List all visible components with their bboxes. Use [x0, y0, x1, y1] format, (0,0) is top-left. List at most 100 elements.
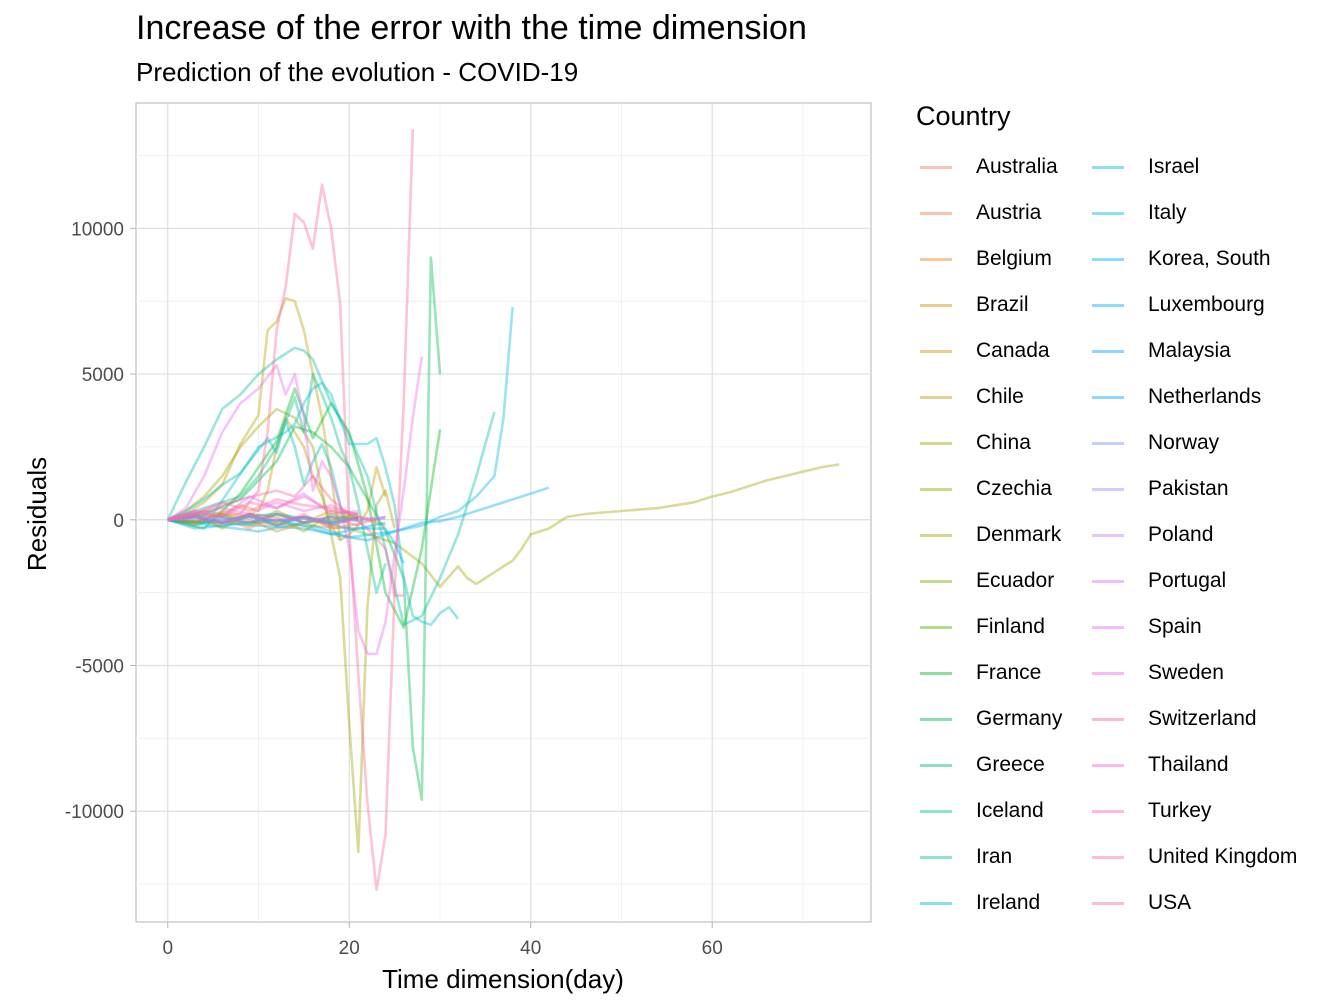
legend-item: Iceland — [916, 796, 1044, 826]
legend-key-icon — [916, 474, 956, 504]
legend-item: Ireland — [916, 888, 1040, 918]
legend-label: Iceland — [976, 799, 1044, 822]
x-tick-label: 40 — [520, 938, 541, 959]
legend-key-icon — [1088, 474, 1128, 504]
series-line — [167, 356, 424, 656]
y-axis-label: Residuals — [22, 457, 52, 571]
chart-title: Increase of the error with the time dime… — [136, 9, 807, 47]
legend-label: Switzerland — [1148, 707, 1257, 730]
legend-label: Denmark — [976, 523, 1062, 546]
legend-item: Czechia — [916, 474, 1052, 504]
series-line — [167, 463, 840, 589]
legend-label: China — [976, 431, 1031, 454]
legend-item: Portugal — [1088, 566, 1226, 596]
series-line — [167, 381, 460, 627]
x-axis-label: Time dimension(day) — [382, 964, 624, 994]
legend-label: Portugal — [1148, 569, 1227, 592]
legend-label: Norway — [1148, 431, 1220, 454]
legend-key-icon — [1088, 796, 1128, 826]
series-line — [167, 509, 359, 527]
legend-item: United Kingdom — [1088, 842, 1297, 872]
legend-key-icon — [1088, 520, 1128, 550]
legend-label: USA — [1148, 891, 1192, 914]
legend-item: Norway — [1088, 428, 1219, 458]
legend-key-icon — [1088, 658, 1128, 688]
legend-label: Belgium — [976, 247, 1052, 270]
legend-key-icon — [916, 704, 956, 734]
series-line — [167, 518, 386, 536]
y-tick-label: 0 — [113, 511, 124, 532]
legend-item: Ecuador — [916, 566, 1054, 596]
legend-item: Israel — [1088, 152, 1199, 182]
series-line — [167, 515, 386, 525]
legend-key-icon — [916, 750, 956, 780]
legend-label: Turkey — [1148, 799, 1212, 822]
legend-label: Austria — [976, 201, 1042, 224]
legend-key-icon — [1088, 198, 1128, 228]
series-line — [167, 498, 359, 522]
plot-area: 0 20 40 60 10000 5000 0 -5000 -10000 Residuals T… — [22, 102, 872, 994]
legend-key-icon — [1088, 704, 1128, 734]
legend-label: Germany — [976, 707, 1063, 730]
y-tick-label: 5000 — [82, 365, 124, 386]
legend-label: Pakistan — [1148, 477, 1229, 500]
x-tick-label: 0 — [162, 938, 173, 959]
legend-item: Malaysia — [1088, 336, 1231, 366]
legend-item: Thailand — [1088, 750, 1229, 780]
axes: 0 20 40 60 10000 5000 0 -5000 -10000 — [65, 219, 723, 959]
series-line — [167, 512, 359, 527]
legend-key-icon — [1088, 750, 1128, 780]
legend-key-icon — [1088, 382, 1128, 412]
y-tick-label: 10000 — [71, 219, 124, 240]
series-line — [167, 512, 377, 527]
legend-label: Czechia — [976, 477, 1052, 500]
legend-key-icon — [1088, 888, 1128, 918]
series-line — [167, 512, 359, 533]
x-tick-label: 20 — [339, 938, 360, 959]
series-line — [167, 509, 386, 533]
series-line — [167, 407, 396, 854]
legend-item: Brazil — [916, 290, 1029, 320]
series-line — [167, 512, 386, 525]
legend-key-icon — [916, 198, 956, 228]
legend-label: Australia — [976, 155, 1058, 178]
legend-item: Germany — [916, 704, 1062, 734]
series-line — [167, 129, 415, 892]
legend-item: Australia — [916, 152, 1058, 182]
series-line — [167, 512, 359, 527]
legend-label: Malaysia — [1148, 339, 1231, 362]
legend-item: Korea, South — [1088, 244, 1271, 274]
legend-label: Thailand — [1148, 753, 1229, 776]
legend-item: Switzerland — [1088, 704, 1257, 734]
legend-key-icon — [1088, 244, 1128, 274]
legend-item: Poland — [1088, 520, 1213, 550]
legend-key-icon — [916, 566, 956, 596]
legend-key-icon — [916, 842, 956, 872]
legend-item: France — [916, 658, 1041, 688]
legend-key-icon — [916, 152, 956, 182]
series-line — [167, 515, 359, 525]
legend-label: Ireland — [976, 891, 1041, 914]
legend-key-icon — [1088, 842, 1128, 872]
legend-key-icon — [1088, 612, 1128, 642]
series-line — [167, 296, 342, 541]
legend-key-icon — [916, 428, 956, 458]
series-line — [167, 419, 351, 529]
series-line — [167, 512, 359, 527]
x-tick-label: 60 — [702, 938, 723, 959]
legend-label: Spain — [1148, 615, 1202, 638]
legend-key-icon — [1088, 336, 1128, 366]
legend-key-icon — [916, 888, 956, 918]
y-tick-label: -5000 — [75, 657, 124, 678]
series-line — [167, 387, 442, 629]
legend-item: USA — [1088, 888, 1191, 918]
legend-item: Denmark — [916, 520, 1061, 550]
legend-key-icon — [916, 244, 956, 274]
series-line — [167, 306, 514, 539]
legend-label: Chile — [976, 385, 1024, 408]
legend-label: Canada — [976, 339, 1050, 362]
series-line — [166, 346, 496, 627]
legend-label: Finland — [976, 615, 1045, 638]
legend-item: Finland — [916, 612, 1045, 642]
legend-label: Israel — [1148, 155, 1200, 178]
